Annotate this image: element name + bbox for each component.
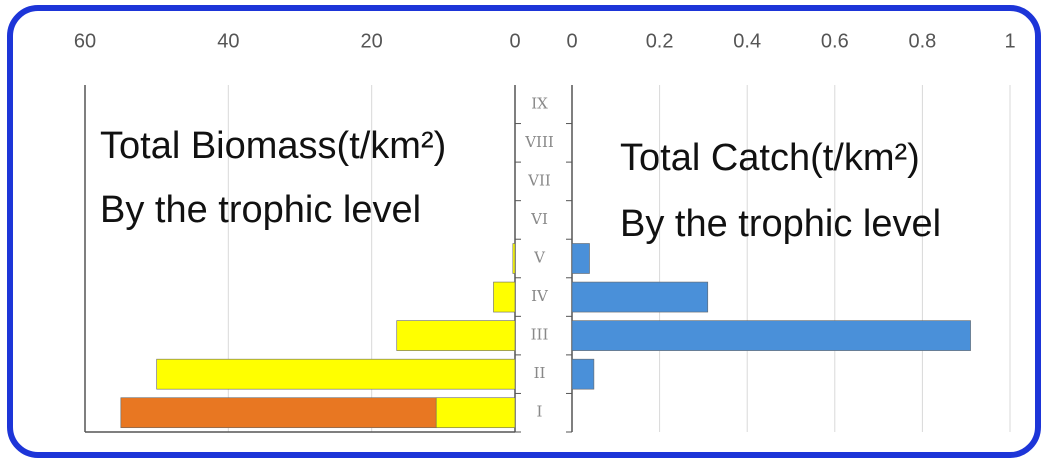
- bar: [396, 320, 516, 351]
- x-tick-label: 0: [509, 30, 520, 52]
- x2-tick-label: 0.6: [821, 30, 849, 52]
- category-label: I: [537, 403, 543, 421]
- annotation: By the trophic level: [620, 203, 941, 245]
- bar: [571, 320, 971, 351]
- x2-tick-label: 0.4: [733, 30, 761, 52]
- x-tick-label: 60: [74, 30, 96, 52]
- bar: [493, 281, 516, 313]
- x-tick-label: 20: [361, 30, 383, 52]
- category-label: VII: [527, 171, 551, 189]
- category-label: II: [534, 364, 546, 382]
- bar: [120, 397, 437, 429]
- x2-tick-label: 1: [1004, 30, 1015, 52]
- bar: [571, 243, 590, 274]
- bar: [435, 397, 516, 429]
- category-label: VI: [530, 210, 548, 228]
- x2-tick-label: 0.8: [908, 30, 936, 52]
- category-label: VIII: [524, 133, 554, 151]
- category-label: IX: [531, 94, 548, 112]
- bar: [156, 358, 516, 390]
- category-label: IV: [531, 287, 549, 305]
- bar: [571, 281, 709, 313]
- annotation: By the trophic level: [100, 189, 421, 231]
- category-label: V: [533, 249, 546, 267]
- annotation: Total Biomass(t/km²): [100, 125, 446, 167]
- x-tick-label: 40: [217, 30, 239, 52]
- x2-tick-label: 0: [566, 30, 577, 52]
- category-label: III: [531, 326, 549, 344]
- bar: [571, 358, 595, 390]
- annotation: Total Catch(t/km²): [620, 137, 920, 179]
- x2-tick-label: 0.2: [646, 30, 674, 52]
- bar: [512, 243, 516, 274]
